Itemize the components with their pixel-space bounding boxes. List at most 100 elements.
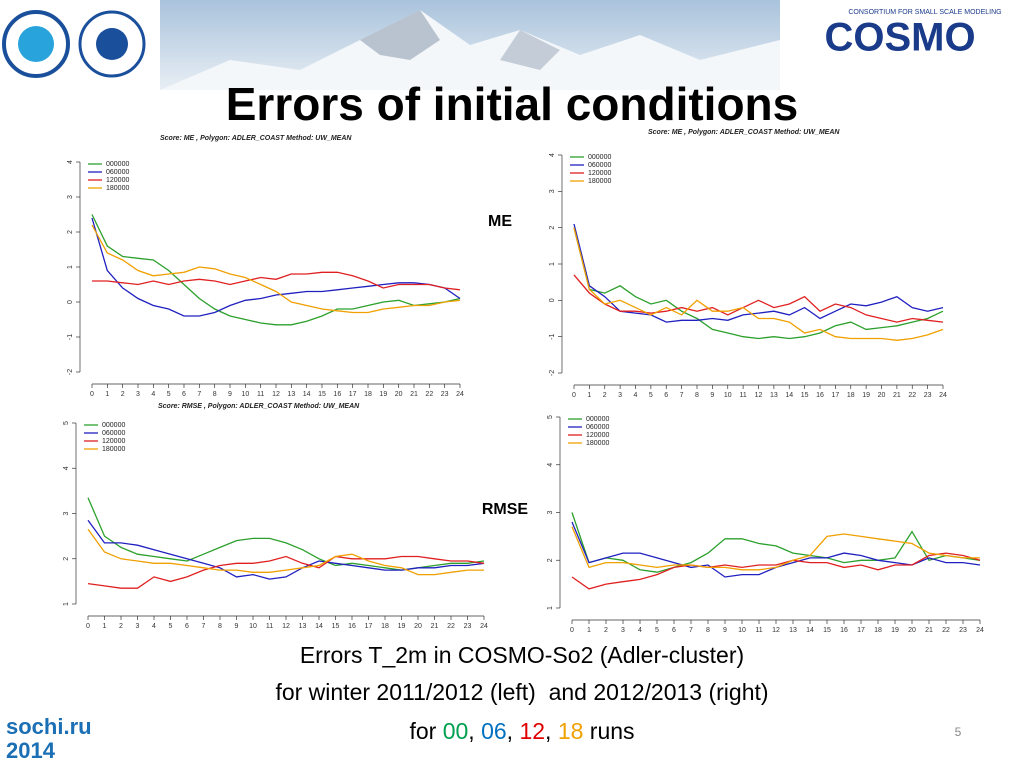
y-tick-label: -2 xyxy=(67,369,74,375)
x-tick-label: 19 xyxy=(862,392,870,399)
x-tick-label: 0 xyxy=(572,392,576,399)
y-tick-label: 4 xyxy=(67,160,74,164)
x-tick-label: 4 xyxy=(638,627,642,634)
x-tick-label: 4 xyxy=(152,623,156,630)
x-tick-label: 9 xyxy=(235,623,239,630)
x-tick-label: 2 xyxy=(604,627,608,634)
x-tick-label: 12 xyxy=(272,391,280,398)
x-tick-label: 5 xyxy=(655,627,659,634)
x-tick-label: 24 xyxy=(976,627,984,634)
y-tick-label: 4 xyxy=(549,153,556,157)
x-tick-label: 15 xyxy=(823,627,831,634)
x-tick-label: 21 xyxy=(925,627,933,634)
y-tick-label: 3 xyxy=(549,189,556,193)
x-tick-label: 6 xyxy=(672,627,676,634)
x-tick-label: 11 xyxy=(257,391,264,398)
x-tick-label: 22 xyxy=(425,391,433,398)
legend-label: 060000 xyxy=(586,424,609,431)
x-tick-label: 8 xyxy=(695,392,699,399)
y-tick-label: 2 xyxy=(63,557,70,561)
x-tick-label: 6 xyxy=(185,623,189,630)
x-tick-label: 3 xyxy=(618,392,622,399)
legend-label: 060000 xyxy=(102,430,125,437)
x-tick-label: 1 xyxy=(103,623,107,630)
series-line xyxy=(571,521,981,578)
chart-title: Score: RMSE , Polygon: ADLER_COAST Metho… xyxy=(158,403,360,410)
y-tick-label: -1 xyxy=(549,333,556,339)
page-number: 5 xyxy=(955,725,962,739)
x-tick-label: 14 xyxy=(303,391,311,398)
y-tick-label: 4 xyxy=(63,466,70,470)
legend-label: 180000 xyxy=(588,178,611,185)
y-tick-label: 1 xyxy=(547,606,554,610)
series-line xyxy=(87,497,485,571)
x-tick-label: 8 xyxy=(213,391,217,398)
series-line xyxy=(92,271,461,291)
x-tick-label: 24 xyxy=(456,391,464,398)
x-tick-label: 17 xyxy=(857,627,865,634)
y-tick-label: 1 xyxy=(549,262,556,266)
chart-title: Score: ME , Polygon: ADLER_COAST Method:… xyxy=(160,135,352,142)
caption-part: , xyxy=(468,718,481,744)
x-tick-label: 15 xyxy=(332,623,340,630)
x-tick-label: 16 xyxy=(840,627,848,634)
y-tick-label: 0 xyxy=(549,298,556,302)
x-tick-label: 19 xyxy=(398,623,406,630)
x-tick-label: 18 xyxy=(364,391,372,398)
legend-label: 060000 xyxy=(106,169,129,176)
caption-line: for winter 2011/2012 (left) and 2012/201… xyxy=(275,679,768,705)
x-tick-label: 11 xyxy=(739,392,746,399)
x-tick-label: 23 xyxy=(464,623,472,630)
x-tick-label: 5 xyxy=(649,392,653,399)
x-tick-label: 2 xyxy=(121,391,125,398)
legend-label: 180000 xyxy=(102,446,125,453)
x-tick-label: 11 xyxy=(755,627,762,634)
x-tick-label: 12 xyxy=(282,623,290,630)
caption-part: 06 xyxy=(481,718,507,744)
logo-cosmo: COSMO CONSORTIUM FOR SMALL SCALE MODELIN… xyxy=(780,0,1024,65)
x-tick-label: 7 xyxy=(202,623,206,630)
x-tick-label: 9 xyxy=(710,392,714,399)
x-tick-label: 2 xyxy=(603,392,607,399)
x-tick-label: 17 xyxy=(365,623,373,630)
y-tick-label: 3 xyxy=(63,511,70,515)
y-tick-label: 2 xyxy=(67,230,74,234)
series-line xyxy=(573,274,944,323)
x-tick-label: 8 xyxy=(706,627,710,634)
x-tick-label: 3 xyxy=(136,623,140,630)
x-tick-label: 7 xyxy=(197,391,201,398)
x-tick-label: 14 xyxy=(806,627,814,634)
x-tick-label: 4 xyxy=(634,392,638,399)
legend-label: 060000 xyxy=(588,162,611,169)
series-line xyxy=(571,526,980,571)
x-tick-label: 5 xyxy=(169,623,173,630)
y-tick-label: -1 xyxy=(67,334,74,340)
x-tick-label: 0 xyxy=(90,391,94,398)
caption-part: , xyxy=(545,718,558,744)
legend-label: 120000 xyxy=(588,170,611,177)
header-banner xyxy=(160,0,780,90)
caption-line: for 00, 06, 12, 18 runs xyxy=(409,718,634,744)
x-tick-label: 9 xyxy=(228,391,232,398)
x-tick-label: 15 xyxy=(801,392,809,399)
x-tick-label: 16 xyxy=(348,623,356,630)
x-tick-label: 9 xyxy=(723,627,727,634)
x-tick-label: 4 xyxy=(151,391,155,398)
x-tick-label: 17 xyxy=(349,391,357,398)
legend-label: 000000 xyxy=(102,422,125,429)
x-tick-label: 13 xyxy=(287,391,295,398)
x-tick-label: 11 xyxy=(266,623,273,630)
x-tick-label: 18 xyxy=(874,627,882,634)
x-tick-label: 21 xyxy=(431,623,439,630)
x-tick-label: 5 xyxy=(167,391,171,398)
x-tick-label: 23 xyxy=(441,391,449,398)
x-tick-label: 15 xyxy=(318,391,326,398)
x-tick-label: 19 xyxy=(379,391,387,398)
caption-part: 18 xyxy=(558,718,584,744)
rmse-label: RMSE xyxy=(482,501,529,518)
x-tick-label: 6 xyxy=(664,392,668,399)
logo-sochi: sochi.ru 2014 xyxy=(6,714,92,763)
legend-label: 180000 xyxy=(106,185,129,192)
x-tick-label: 21 xyxy=(893,392,901,399)
x-tick-label: 19 xyxy=(891,627,899,634)
